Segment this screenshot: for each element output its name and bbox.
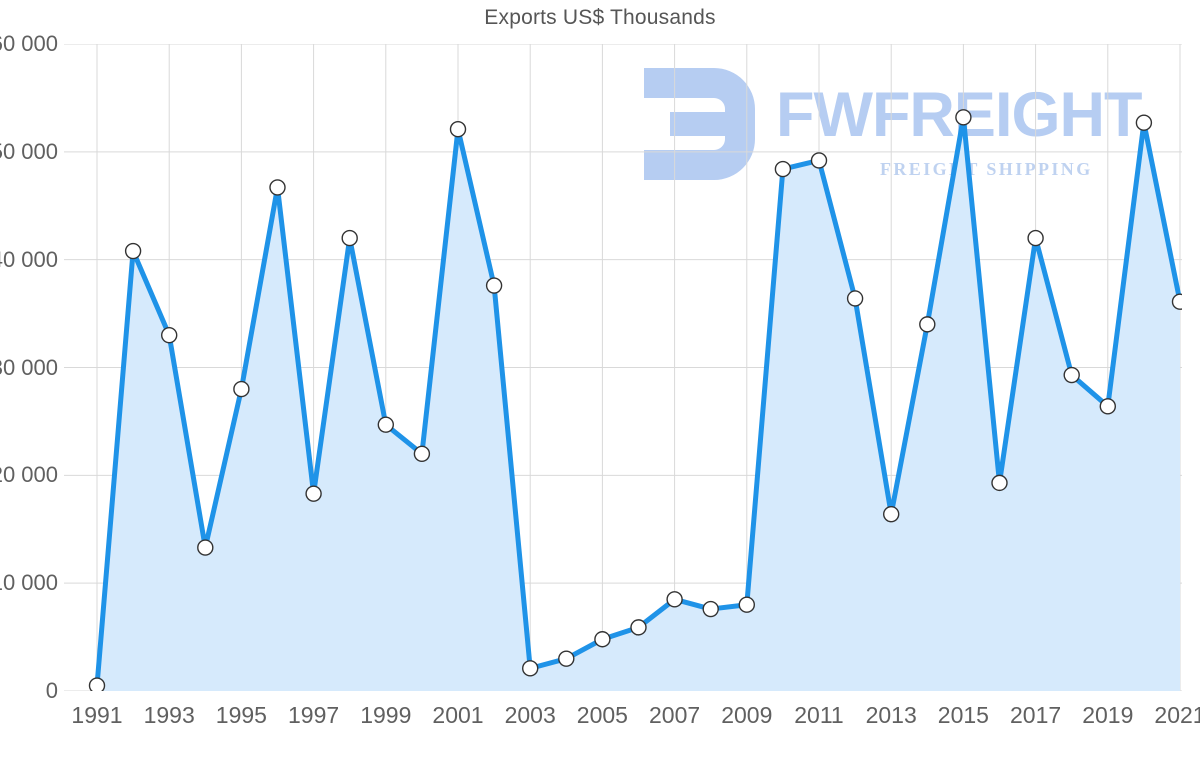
x-axis-tick-label: 1999 (360, 702, 412, 728)
data-point-1992 (124, 242, 142, 260)
data-point-2009 (738, 596, 755, 613)
plot-area (64, 44, 1182, 691)
y-axis-tick-label: 20 000 (0, 462, 58, 488)
x-axis-tick-label: 2021 (1154, 702, 1200, 728)
data-point-2008 (702, 600, 719, 618)
data-point-2003 (522, 660, 539, 677)
data-point-2018 (1063, 366, 1080, 384)
y-axis-tick-label: 30 000 (0, 354, 58, 380)
data-point-2014 (919, 316, 936, 333)
data-point-1995 (233, 380, 250, 398)
chart-svg (64, 44, 1182, 691)
area-fill (97, 117, 1180, 691)
data-point-2011 (810, 152, 828, 169)
data-point-2021 (1171, 293, 1182, 310)
data-point-1994 (197, 539, 214, 556)
x-axis-tick-label: 1997 (288, 702, 340, 728)
x-axis-tick-label: 2015 (937, 702, 989, 728)
data-point-2012 (846, 290, 864, 307)
data-point-2016 (991, 474, 1008, 492)
data-point-2005 (594, 631, 611, 648)
data-point-1997 (305, 485, 322, 502)
data-point-2000 (413, 445, 431, 462)
data-point-1998 (341, 229, 358, 247)
data-point-markers (88, 109, 1182, 691)
x-axis-tick-label: 2005 (576, 702, 628, 728)
x-axis-tick-label: 2011 (794, 702, 844, 728)
y-axis-tick-label: 10 000 (0, 570, 58, 596)
x-axis-tick-label: 2001 (432, 702, 484, 728)
x-axis-tick-label: 2019 (1082, 702, 1134, 728)
x-axis-tick-label: 2013 (865, 702, 917, 728)
data-point-2001 (449, 120, 467, 138)
x-axis-tick-label: 2017 (1010, 702, 1062, 728)
x-axis-tick-label: 1991 (71, 702, 123, 728)
x-axis-tick-label: 2003 (504, 702, 556, 728)
data-point-1991 (88, 677, 106, 691)
x-axis-tick-label: 2009 (721, 702, 773, 728)
data-point-2007 (666, 591, 683, 608)
data-point-2006 (630, 619, 647, 636)
data-point-2019 (1099, 398, 1117, 415)
data-point-1999 (377, 416, 394, 433)
y-axis-tick-label: 0 (45, 678, 58, 703)
data-point-2017 (1027, 229, 1044, 247)
data-point-2004 (558, 650, 575, 667)
x-axis-tick-label: 1993 (143, 702, 195, 728)
data-point-1993 (160, 326, 178, 344)
data-point-1996 (269, 179, 286, 196)
data-point-2015 (955, 109, 972, 126)
data-point-2020 (1135, 114, 1153, 131)
y-axis-tick-label: 60 000 (0, 31, 58, 56)
x-axis-tick-label: 2007 (649, 702, 701, 728)
y-axis-tick-label: 40 000 (0, 246, 58, 272)
chart-title: Exports US$ Thousands (484, 6, 716, 29)
x-axis-tick-label: 1995 (215, 702, 267, 728)
data-point-2010 (774, 160, 792, 178)
data-point-2013 (883, 505, 900, 523)
y-axis-tick-label: 50 000 (0, 138, 58, 164)
data-point-2002 (485, 277, 503, 294)
